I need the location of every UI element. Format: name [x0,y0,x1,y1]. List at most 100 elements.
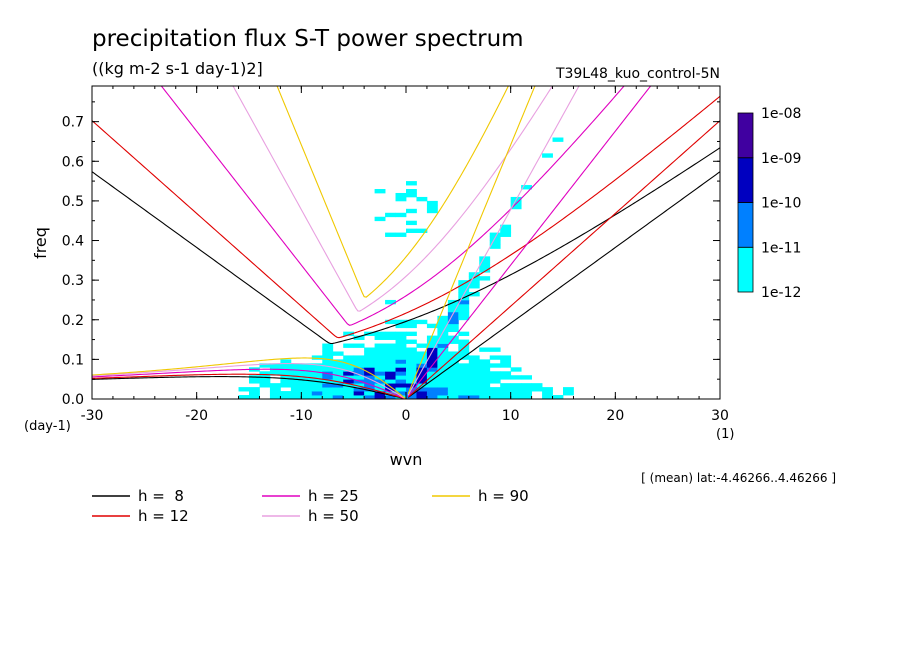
heat-cell [322,375,334,380]
heat-cell [458,391,470,396]
heat-cell [458,331,470,337]
heat-cell [290,379,302,384]
heat-cell [395,319,407,325]
heat-cell [458,371,470,376]
heat-cell [500,375,512,380]
heat-cell [385,351,396,356]
heat-cell [322,359,334,364]
heat-cell [364,363,375,368]
x-tick-label: 0 [402,408,411,424]
heat-cell [458,280,470,285]
heat-cell [426,395,438,399]
heat-cell [249,391,260,396]
heat-cell [395,196,407,202]
heat-cell [437,327,449,333]
x-tick-label: 10 [502,408,520,424]
heat-cell [374,331,386,337]
heat-cell [437,343,449,348]
heat-cell [426,323,438,329]
heat-cell [332,395,344,399]
heat-cell [290,383,302,388]
heat-cell [416,228,428,233]
heat-cell [290,367,302,372]
heat-cell [426,371,438,376]
heat-cell [447,327,459,333]
heat-cell [395,387,407,392]
heat-cell [395,359,407,364]
kelvin-curve-h50 [407,86,580,396]
rossby-curve-h12 [92,373,407,399]
heat-cell [322,395,334,399]
heat-cell [447,351,459,356]
heat-cell [332,363,344,368]
heat-cell [437,355,449,360]
heat-cell [290,391,302,396]
heat-cell [395,375,407,380]
heat-cell [301,367,313,372]
heat-cell [426,367,438,372]
heat-cell [406,208,417,214]
kelvin-curve-h25 [407,86,652,397]
heat-cell [447,303,459,309]
heat-cell [458,379,470,384]
wig-curve-h8 [92,147,720,345]
heat-cell [510,387,522,392]
heat-cell [447,319,459,325]
heat-cell [437,379,449,384]
heat-cell [343,343,355,348]
heat-cell [416,343,428,348]
heat-cell [322,383,334,388]
heat-cell [437,391,449,396]
heat-cell [437,319,449,325]
heat-cell [385,375,396,380]
heat-cell [385,391,396,396]
heat-cell [468,284,480,289]
heat-cell [500,228,512,233]
heat-cell [468,375,480,380]
colorbar-label: 1e-12 [761,285,801,301]
heat-cell [332,383,344,388]
legend-label: h = 90 [478,487,529,505]
heat-cell [406,363,417,368]
heat-cell [426,347,438,352]
heat-cell [311,363,323,368]
heat-cell [426,379,438,384]
heat-cell [353,391,365,396]
heat-cell [322,347,334,352]
y-tick-label: 0.5 [62,194,84,210]
heat-cell [500,359,512,364]
heat-cell [374,375,386,380]
heat-cell [385,367,396,372]
heat-cell [343,355,355,360]
heat-cell [332,387,344,392]
heat-cell [395,232,407,237]
heat-cell [479,268,491,273]
heat-cell [269,387,281,392]
heat-cell [458,387,470,392]
heat-cell [374,387,386,392]
heat-cell [385,395,396,399]
wig-curve-h50 [232,86,554,312]
heat-cell [437,335,449,340]
heat-cell [269,391,281,396]
heat-cell [332,351,344,356]
heat-cell [531,383,543,388]
heat-cell [406,339,417,344]
heat-cell [500,395,512,399]
heat-cell [395,367,407,372]
heat-cell [343,395,355,399]
heat-cell [479,379,491,384]
heat-cell [468,391,480,396]
heat-cell [406,351,417,356]
colorbar: 1e-12 1e-11 1e-10 1e-09 1e-08 [737,106,801,301]
heat-cell [311,367,323,372]
heat-cell [458,347,470,352]
heat-cell [458,284,470,289]
heat-cell [238,387,250,392]
heat-cell [290,375,302,380]
heat-cell [468,355,480,360]
heat-cell [353,371,365,376]
heat-cell [364,387,375,392]
heat-cell [552,395,564,399]
colorbar-label: 1e-09 [761,151,801,167]
